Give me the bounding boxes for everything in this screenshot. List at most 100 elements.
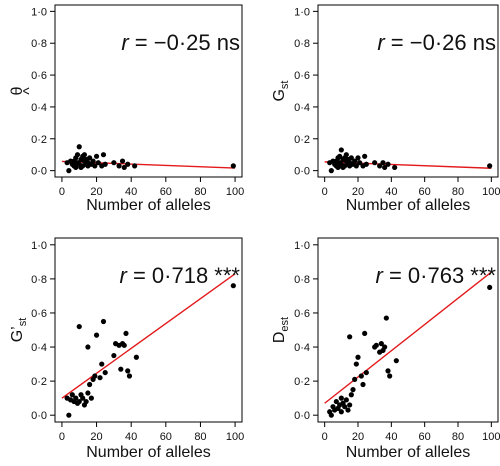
correlation-value: = 0·718 *** (127, 263, 241, 288)
x-tick-label: 100 (482, 431, 500, 443)
data-point (328, 412, 334, 418)
data-point (352, 158, 358, 164)
data-point (73, 395, 79, 401)
data-point (385, 161, 391, 167)
data-point (125, 161, 131, 167)
data-point (392, 164, 398, 171)
data-point (348, 155, 354, 161)
correlation-symbol: r (121, 30, 130, 55)
x-tick-label: 40 (385, 186, 397, 198)
x-tick-label: 40 (385, 431, 397, 443)
y-tick-label: 0·6 (294, 70, 310, 82)
x-tick-label: 0 (59, 431, 65, 443)
data-point (76, 398, 82, 405)
data-point (338, 409, 344, 415)
data-point (358, 373, 364, 379)
data-point (393, 358, 399, 364)
data-point (362, 330, 368, 337)
data-point (343, 397, 349, 403)
data-point (338, 147, 344, 153)
y-tick-label: 0·6 (31, 70, 47, 82)
data-point (347, 402, 353, 408)
panel-top-right: 0 20 40 60 80 100 0·0 0·2 0·4 0·6 0·8 1·0 Number of … (271, 4, 500, 214)
x-tick-label: 0 (322, 186, 328, 198)
plot-frame (54, 4, 243, 178)
data-point (337, 153, 343, 159)
data-point (230, 283, 236, 289)
data-point (97, 375, 103, 381)
data-point (378, 341, 384, 347)
y-axis-title-subscript: st (17, 318, 29, 327)
data-point (382, 164, 388, 171)
data-point (74, 152, 81, 158)
data-point (363, 369, 369, 376)
data-point (93, 153, 100, 159)
y-tick-label: 0·0 (31, 410, 47, 422)
x-tick-label: 80 (194, 186, 206, 198)
correlation-value: = −0·26 ns (385, 30, 496, 55)
y-axis-title-main: θ (9, 86, 26, 95)
data-point (121, 164, 127, 171)
regression-line (61, 273, 236, 399)
data-point (116, 163, 122, 169)
data-point (102, 369, 108, 376)
data-point (125, 368, 131, 374)
data-point (385, 368, 391, 374)
y-axis-title: G’st (9, 318, 29, 343)
correlation-symbol: r (376, 263, 385, 288)
data-point (92, 163, 98, 169)
data-point (121, 342, 127, 348)
data-point (347, 334, 353, 340)
data-point (352, 376, 358, 383)
y-tick-label: 0·2 (294, 134, 310, 146)
y-tick-label: 0·4 (294, 342, 310, 354)
panel-bottom-left: 0 20 40 60 80 100 0·0 0·2 0·4 0·6 0·8 1·0 Number of … (9, 237, 244, 461)
y-tick-label: 0·2 (294, 376, 310, 388)
data-point (76, 144, 82, 150)
x-axis-title: Number of alleles (86, 197, 211, 214)
x-tick-label: 100 (226, 431, 244, 443)
y-tick-label: 0·8 (31, 274, 47, 286)
y-tick-label: 0·8 (294, 274, 310, 286)
x-tick-label: 40 (125, 431, 137, 443)
data-point (350, 387, 356, 393)
data-point (357, 160, 363, 166)
data-point (373, 342, 379, 348)
data-point (382, 344, 388, 350)
panel-top-left: 0 20 40 60 80 100 0·0 0·2 0·4 0·6 0·8 1·0 Number of … (9, 4, 244, 214)
data-point (126, 373, 133, 379)
y-axis-title-subscript: est (279, 317, 291, 332)
data-point (111, 160, 117, 166)
y-tick-label: 1·0 (31, 240, 47, 252)
data-point (92, 373, 98, 379)
y-tick-label: 0·0 (31, 166, 47, 178)
x-axis-title: Number of alleles (346, 444, 471, 461)
regression-line (324, 271, 492, 404)
data-point (118, 366, 124, 372)
y-axis-title: θ (9, 86, 26, 95)
data-point (360, 381, 366, 388)
plot-frame (317, 237, 499, 423)
y-tick-label: 0·0 (294, 410, 310, 422)
x-tick-label: 60 (419, 186, 431, 198)
data-point (66, 412, 72, 418)
data-point (355, 354, 361, 360)
y-tick-label: 0·8 (31, 38, 47, 50)
data-point (100, 318, 107, 325)
data-point (383, 315, 389, 321)
data-point (99, 361, 105, 367)
x-tick-label: 0 (59, 186, 65, 198)
x-tick-label: 0 (322, 431, 328, 443)
data-point (355, 155, 361, 161)
y-tick-label: 0·6 (294, 308, 310, 320)
data-point (372, 160, 378, 166)
y-tick-label: 0·6 (31, 308, 47, 320)
x-tick-label: 80 (194, 431, 206, 443)
data-point (380, 160, 386, 166)
y-axis-title: Gst (271, 80, 291, 101)
data-point (102, 161, 108, 167)
x-tick-label: 80 (452, 186, 464, 198)
x-tick-label: 20 (352, 431, 364, 443)
x-tick-label: 20 (90, 186, 102, 198)
